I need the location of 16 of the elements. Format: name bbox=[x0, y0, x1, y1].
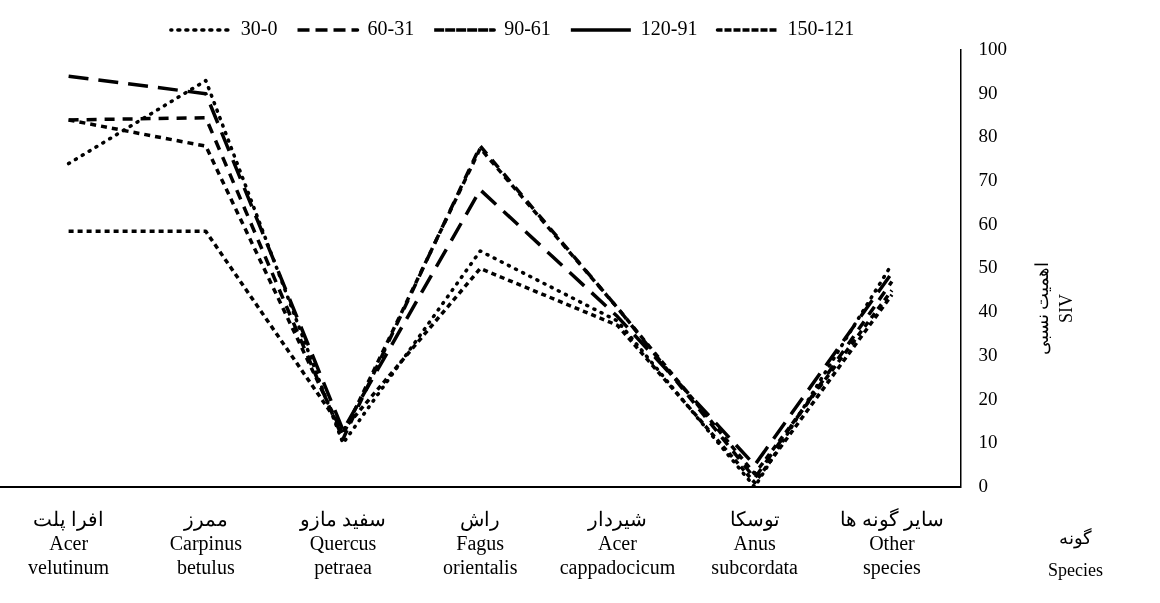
legend-label: 30-0 bbox=[240, 17, 278, 40]
legend-label: 60-31 bbox=[367, 17, 415, 40]
y-tick-label: 60 bbox=[978, 212, 998, 234]
y-tick-label: 80 bbox=[978, 125, 998, 147]
legend-label: 150-121 bbox=[787, 17, 855, 40]
y-tick-label: 40 bbox=[978, 300, 998, 322]
y-tick-label: 50 bbox=[978, 256, 998, 278]
y-tick-label: 20 bbox=[978, 387, 998, 409]
y-tick-label: 10 bbox=[978, 431, 998, 453]
y-tick-label: 90 bbox=[978, 81, 998, 103]
legend-label: 90-61 bbox=[504, 17, 551, 40]
y-tick-label: 70 bbox=[978, 169, 998, 191]
y-tick-label: 100 bbox=[978, 37, 1007, 59]
y-tick-label: 0 bbox=[978, 474, 988, 496]
y-tick-label: 30 bbox=[978, 343, 998, 365]
legend-label: 120-91 bbox=[640, 17, 698, 40]
